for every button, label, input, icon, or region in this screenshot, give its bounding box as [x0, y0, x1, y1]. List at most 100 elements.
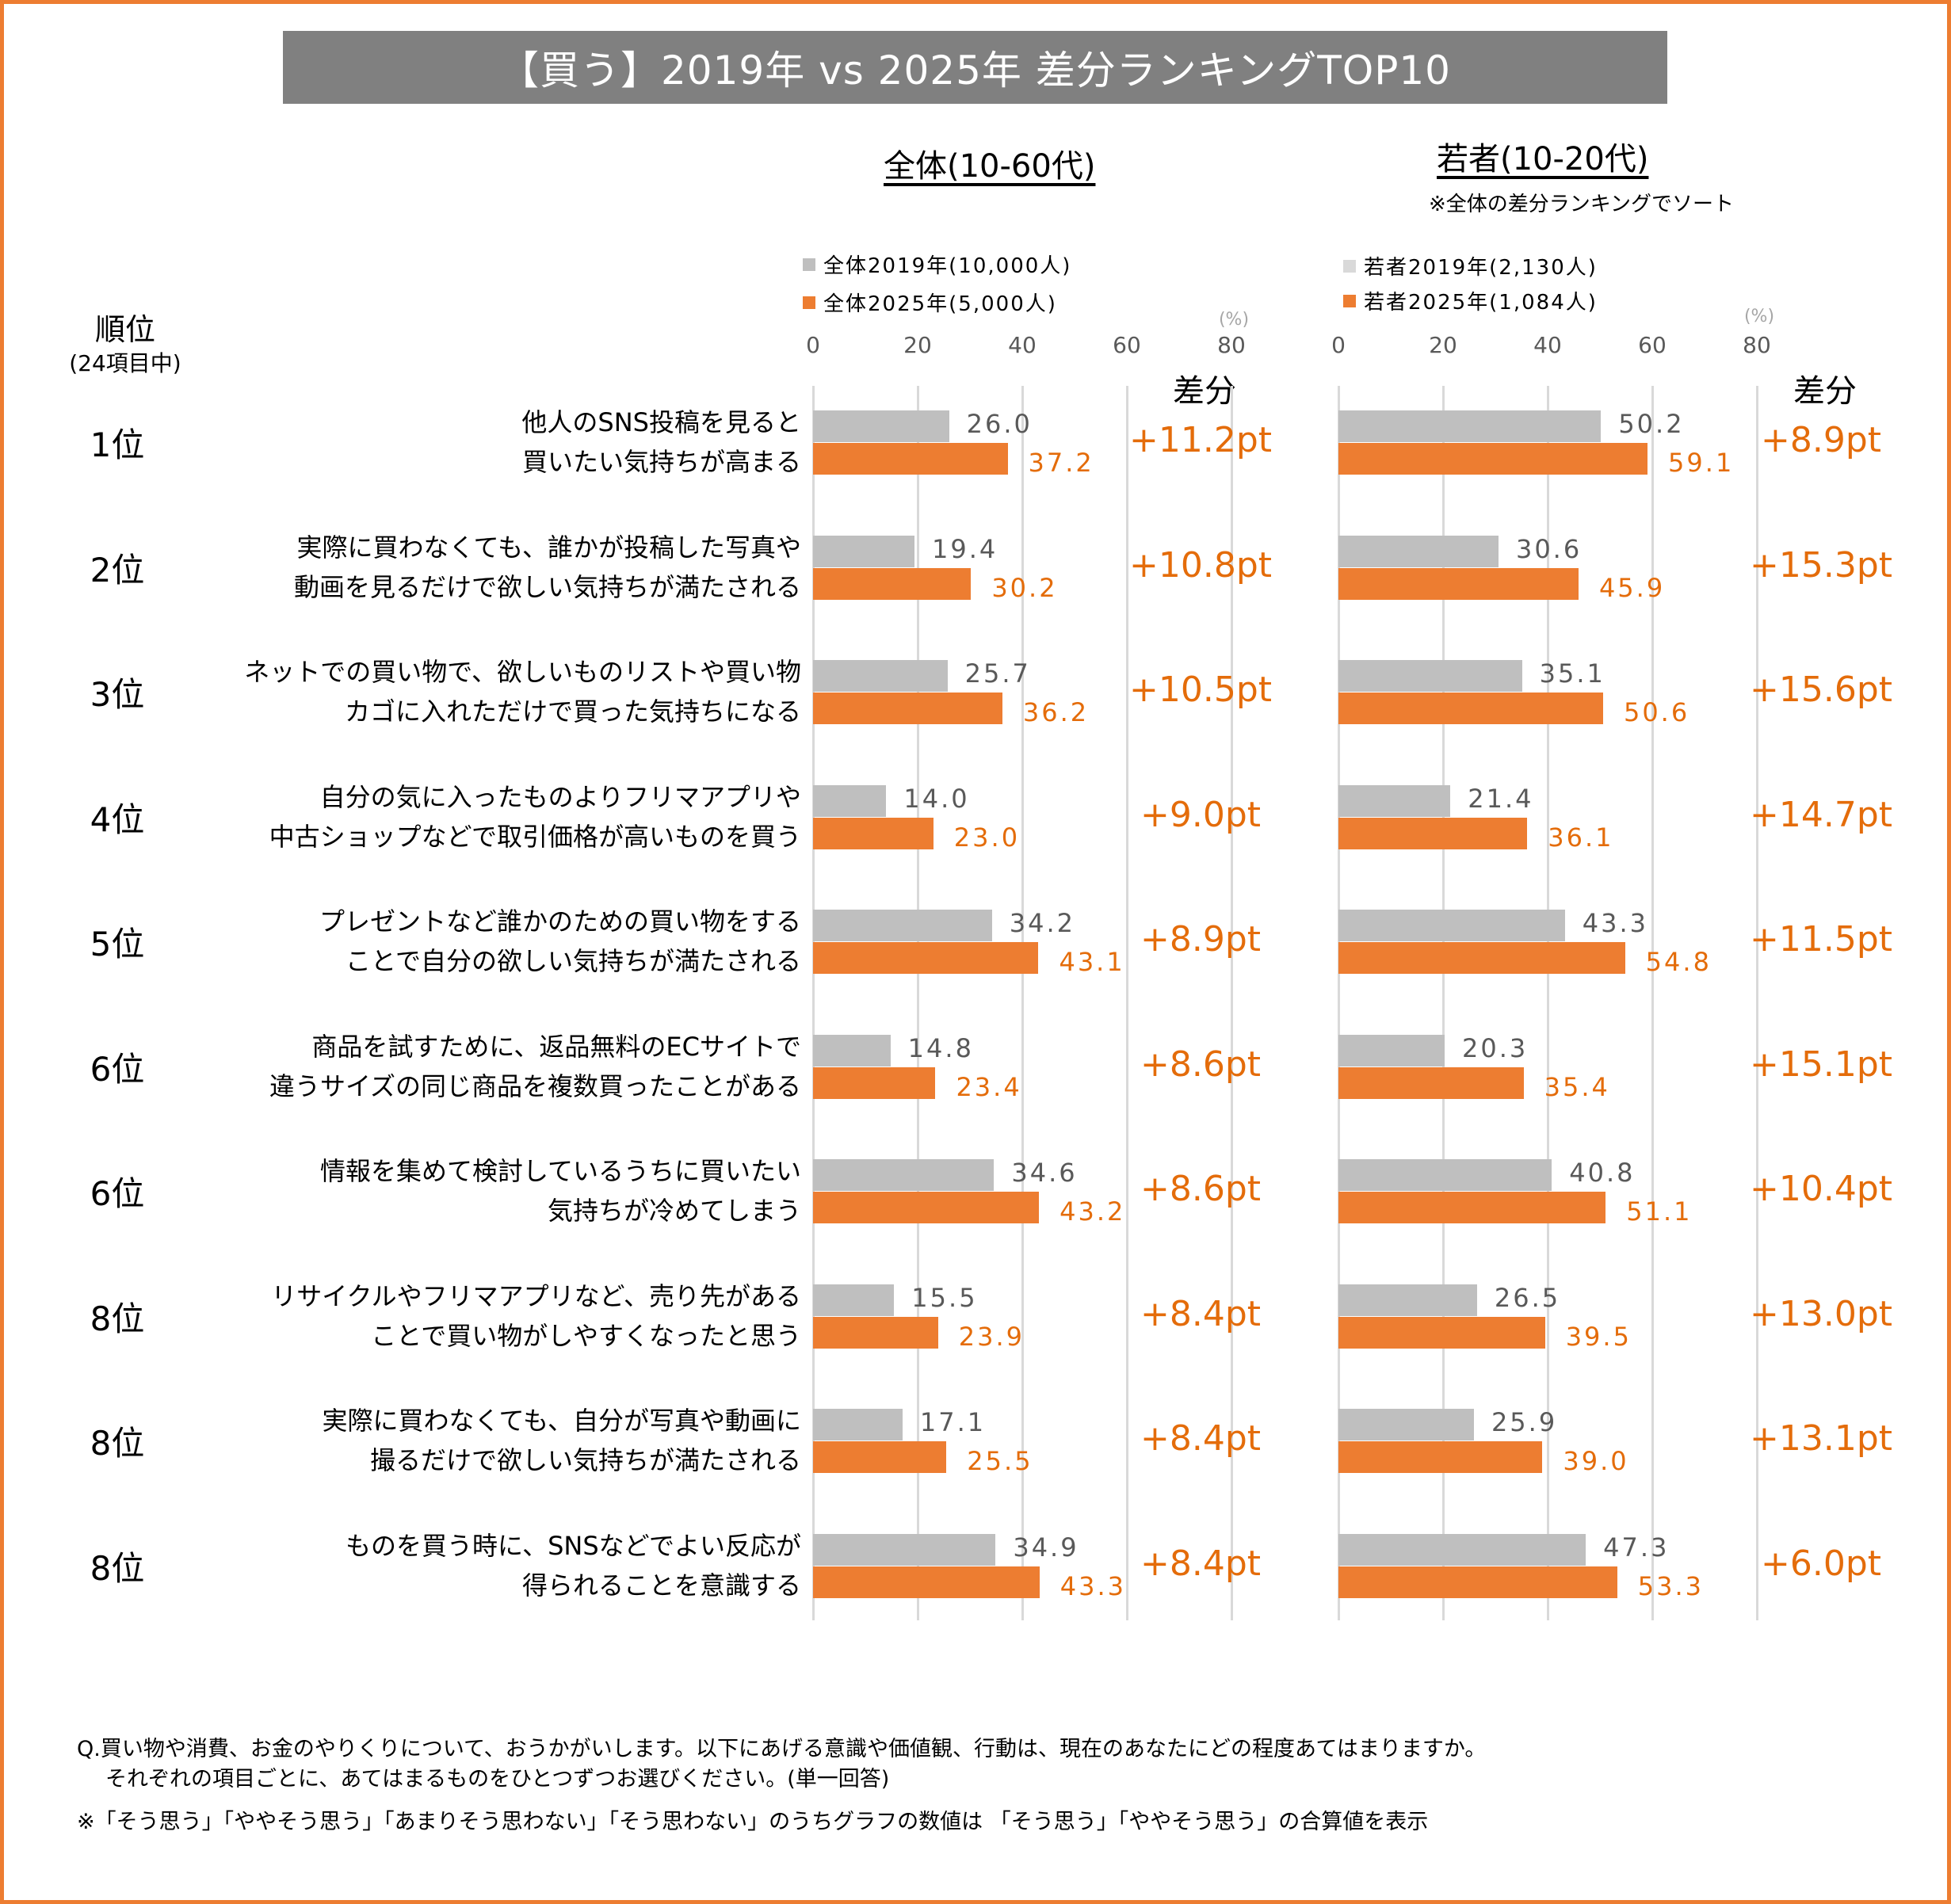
data-label-2025: 30.2: [991, 572, 1058, 603]
data-label-2025: 59.1: [1668, 448, 1735, 478]
gridline: [1547, 386, 1549, 1620]
legend-label: 若者2019年(2,130人): [1364, 256, 1598, 280]
item-label: リサイクルやフリマアプリなど、売り先がある ことで買い物がしやすくなったと思う: [271, 1276, 801, 1356]
data-label-2019: 43.3: [1582, 908, 1649, 938]
diff-label: +6.0pt: [1760, 1543, 1882, 1584]
data-label-2019: 25.9: [1491, 1407, 1558, 1437]
diff-label: +13.0pt: [1749, 1293, 1893, 1334]
bar-2025: [1338, 1441, 1543, 1473]
diff-label: +14.7pt: [1749, 794, 1893, 835]
footer-question-line2: それぞれの項目ごとに、あてはまるものをひとつずつお選びください。(単一回答): [105, 1767, 890, 1791]
data-label-2019: 21.4: [1468, 783, 1534, 814]
legend-swatch-orange: [803, 296, 815, 309]
gridline: [1651, 386, 1654, 1620]
diff-label: +15.1pt: [1749, 1044, 1893, 1085]
bar-2019: [1338, 535, 1499, 567]
bar-2019: [1338, 1034, 1445, 1066]
item-label: 自分の気に入ったものよりフリマアプリや 中古ショップなどで取引価格が高いものを買う: [269, 777, 801, 857]
diff-header-all: 差分: [1173, 373, 1236, 410]
bar-2019: [1338, 784, 1451, 817]
item-label-line: 撮るだけで欲しい気持ちが満たされる: [369, 1445, 801, 1475]
bar-2025: [813, 693, 1002, 724]
bar-2019: [1338, 410, 1602, 442]
axis-tick-label: 60: [1113, 332, 1141, 358]
rank-label: 6位: [90, 1049, 145, 1089]
item-label: 実際に買わなくても、自分が写真や動画に撮るだけで欲しい気持ちが満たされる: [323, 1401, 801, 1480]
bar-2019: [1338, 1159, 1552, 1191]
data-label-2019: 25.7: [964, 658, 1031, 689]
data-label-2025: 43.2: [1059, 1196, 1126, 1227]
legend-swatch-gray: [1343, 259, 1356, 273]
data-label-2019: 40.8: [1569, 1158, 1636, 1188]
legend-swatch-orange: [1343, 294, 1356, 307]
legend-young-2019: 若者2019年(2,130人): [1343, 251, 1598, 280]
bar-2025: [813, 1066, 936, 1099]
bar-2025: [813, 1441, 947, 1473]
bar-2019: [813, 1409, 903, 1440]
bar-2025: [1338, 942, 1625, 974]
bar-2025: [1338, 443, 1648, 475]
bar-2019: [813, 410, 949, 442]
chart-title: 【買う】2019年 vs 2025年 差分ランキングTOP10: [283, 31, 1667, 104]
rank-header: 順位: [94, 312, 155, 347]
bar-2019: [813, 1159, 995, 1191]
diff-label: +8.4pt: [1140, 1418, 1262, 1459]
data-label-2019: 30.6: [1515, 533, 1583, 564]
item-label-line: 自分の気に入ったものよりフリマアプリや: [319, 781, 801, 812]
bar-2019: [813, 1284, 895, 1316]
bar-2019: [813, 660, 948, 692]
rank-label: 5位: [90, 925, 145, 963]
data-label-2025: 35.4: [1544, 1071, 1610, 1102]
bar-2019: [813, 910, 992, 941]
gridline: [1126, 386, 1128, 1620]
axis-tick-label: 80: [1217, 332, 1246, 358]
panel-title-all: 全体(10-60代): [884, 148, 1096, 185]
data-label-2025: 43.1: [1059, 947, 1125, 977]
gridline: [812, 386, 815, 1620]
item-label-line: カゴに入れただけで買った気持ちになる: [344, 696, 801, 727]
data-label-2025: 23.9: [958, 1321, 1025, 1352]
data-label-2019: 14.8: [907, 1032, 974, 1063]
bar-2025: [813, 942, 1039, 974]
bar-2025: [1338, 1566, 1617, 1598]
item-label-line: プレゼントなど誰かのための買い物をする: [319, 906, 801, 937]
data-label-2025: 43.3: [1059, 1570, 1127, 1601]
bar-2019: [1338, 1284, 1477, 1316]
diff-label: +10.5pt: [1128, 670, 1273, 710]
data-label-2019: 17.1: [919, 1407, 987, 1437]
data-label-2019: 50.2: [1618, 409, 1685, 439]
item-label-line: 他人のSNS投稿を見ると: [521, 407, 801, 437]
rank-label: 3位: [90, 675, 145, 714]
bar-2025: [1338, 817, 1528, 849]
diff-label: +15.3pt: [1749, 544, 1893, 586]
axis-tick-label: 0: [1331, 332, 1346, 358]
item-label-line: 実際に買わなくても、誰かが投稿した写真や: [296, 532, 801, 563]
item-label-line: 実際に買わなくても、自分が写真や動画に: [322, 1406, 801, 1436]
diff-label: +8.4pt: [1140, 1543, 1262, 1584]
bar-2025: [813, 1566, 1040, 1598]
bar-2019: [813, 1533, 996, 1566]
data-label-2025: 39.0: [1563, 1446, 1629, 1476]
diff-label: +8.4pt: [1140, 1293, 1262, 1334]
item-label: プレゼントなど誰かのための買い物をする ことで自分の欲しい気持ちが満たされる: [319, 902, 801, 981]
data-label-2025: 36.2: [1022, 697, 1090, 727]
item-label: ものを買う時に、SNSなどでよい反応が 得られることを意識する: [346, 1526, 801, 1605]
item-label-line: ものを買う時に、SNSなどでよい反応が: [346, 1530, 801, 1561]
data-label-2019: 19.4: [932, 533, 998, 564]
bar-2019: [813, 1034, 891, 1066]
data-label-2019: 20.3: [1461, 1032, 1529, 1063]
data-label-2025: 54.8: [1645, 947, 1712, 977]
diff-label: +11.5pt: [1749, 919, 1893, 960]
axis-tick-label: 40: [1008, 332, 1037, 358]
data-label-2019: 34.9: [1013, 1532, 1079, 1563]
legend-label: 若者2025年(1,084人): [1364, 291, 1598, 315]
data-label-2019: 34.2: [1009, 908, 1075, 938]
diff-label: +11.2pt: [1128, 420, 1273, 460]
item-label-line: 気持ちが冷めてしまう: [547, 1196, 801, 1226]
data-label-2019: 14.0: [903, 783, 970, 814]
diff-header-young: 差分: [1793, 373, 1857, 410]
rank-label: 2位: [90, 550, 145, 590]
rank-header-sub: (24項目中): [69, 350, 181, 376]
bar-2025: [813, 817, 934, 849]
